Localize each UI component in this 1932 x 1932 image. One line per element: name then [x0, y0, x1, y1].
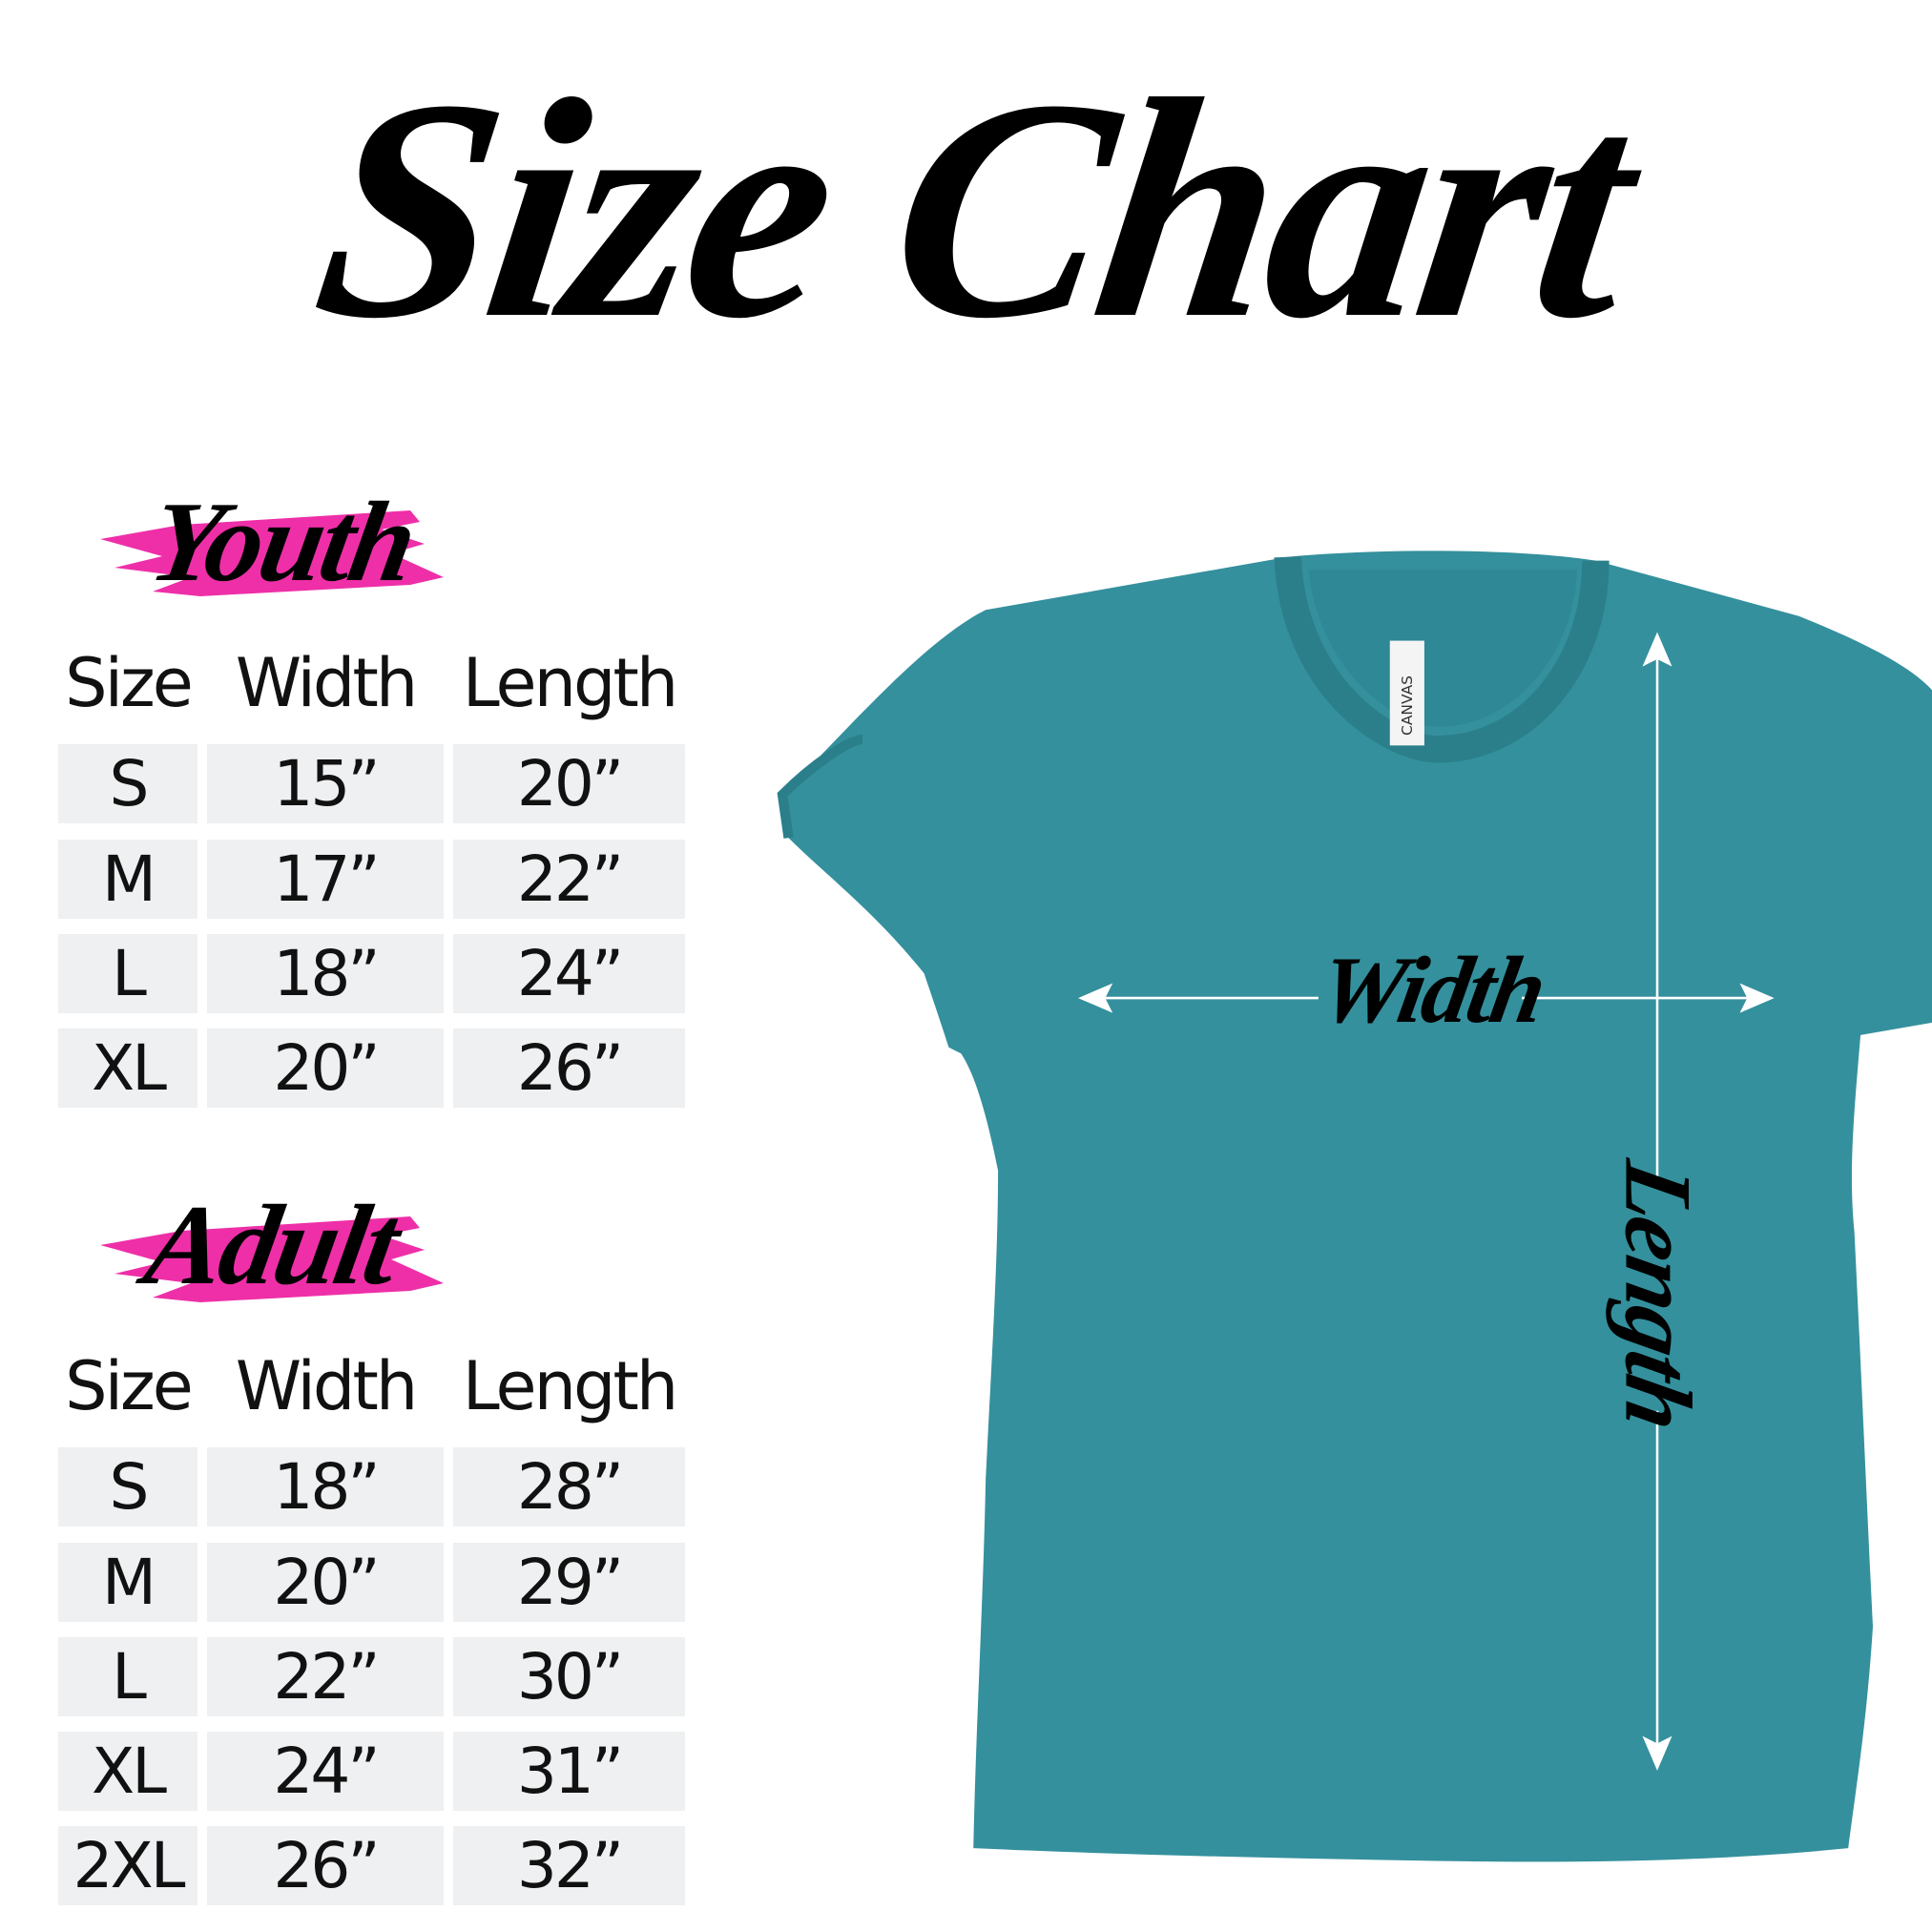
tshirt-body: [782, 551, 1932, 1862]
width-cell: 20”: [207, 1028, 444, 1108]
youth-header-width: Width: [235, 644, 418, 722]
youth-header-length: Length: [462, 644, 678, 722]
size-cell: XL: [58, 1028, 197, 1108]
length-cell: 28”: [453, 1447, 685, 1527]
adult-pink-brush: [100, 1216, 444, 1302]
adult-header-width: Width: [235, 1347, 418, 1425]
tshirt-sleeve-cuff-left: [777, 734, 863, 839]
width-cell: 26”: [207, 1826, 444, 1905]
width-cell: 18”: [207, 1447, 444, 1527]
tshirt-collar: [1274, 555, 1610, 763]
size-cell: L: [58, 1637, 197, 1716]
width-cell: 24”: [207, 1732, 444, 1811]
width-cell: 20”: [207, 1543, 444, 1622]
youth-heading: Youth: [141, 478, 424, 605]
size-cell: S: [58, 744, 197, 823]
size-cell: M: [58, 840, 197, 919]
length-cell: 20”: [453, 744, 685, 823]
youth-pink-brush: [100, 510, 444, 596]
width-cell: 18”: [207, 934, 444, 1013]
adult-header-size: Size: [65, 1347, 194, 1425]
length-arrow-top-head: [1642, 632, 1672, 667]
tshirt-tag: [1389, 640, 1424, 746]
width-cell: 22”: [207, 1637, 444, 1716]
youth-header-size: Size: [65, 644, 194, 722]
length-cell: 31”: [453, 1732, 685, 1811]
length-cell: 22”: [453, 840, 685, 919]
tshirt-tag-text: CANVAS: [1399, 675, 1416, 736]
adult-header-length: Length: [462, 1347, 678, 1425]
size-cell: XL: [58, 1732, 197, 1811]
width-arrow-left-head: [1078, 983, 1113, 1013]
width-cell: 15”: [207, 744, 444, 823]
length-cell: 29”: [453, 1543, 685, 1622]
size-cell: S: [58, 1447, 197, 1527]
length-cell: 30”: [453, 1637, 685, 1716]
length-cell: 26”: [453, 1028, 685, 1108]
size-cell: L: [58, 934, 197, 1013]
length-cell: 24”: [453, 934, 685, 1013]
length-cell: 32”: [453, 1826, 685, 1905]
adult-heading: Adult: [136, 1181, 406, 1308]
size-cell: 2XL: [58, 1826, 197, 1905]
length-label: Length: [1605, 1153, 1712, 1437]
width-cell: 17”: [207, 840, 444, 919]
size-cell: M: [58, 1543, 197, 1622]
length-arrow-bottom-head: [1642, 1735, 1672, 1771]
width-label: Width: [1312, 937, 1552, 1043]
width-arrow-right-head: [1739, 983, 1775, 1013]
